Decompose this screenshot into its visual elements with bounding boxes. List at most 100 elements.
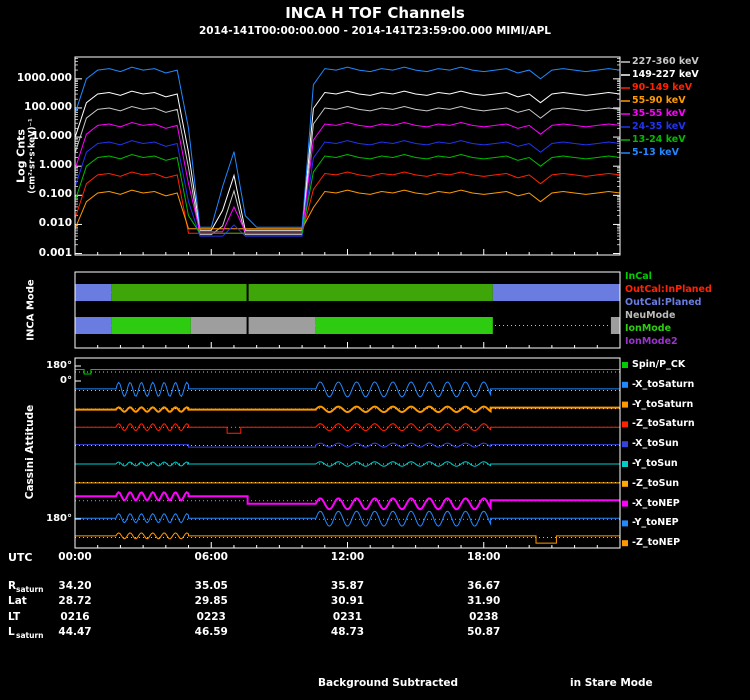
attitude-legend-label: -X_toNEP: [632, 497, 680, 509]
attitude-trace-XtoSun: [75, 442, 620, 448]
y-axis-label-mode: INCA Mode: [25, 279, 37, 341]
ephemeris-value: 0216: [60, 611, 90, 623]
mode-legend-label: IonMode2: [625, 336, 678, 347]
flux-y-tick-label: 1.000: [38, 159, 72, 172]
page-title: INCA H TOF Channels: [285, 4, 465, 22]
flux-y-tick-label: 0.010: [38, 217, 72, 230]
flux-y-tick-label: 10.000: [31, 130, 72, 143]
page-subtitle: 2014-141T00:00:00.000 - 2014-141T23:59:0…: [199, 25, 551, 37]
mode-legend-label: IonMode: [625, 323, 672, 334]
flux-legend-label: 227-360 keV: [632, 56, 699, 67]
flux-y-tick-label: 0.100: [38, 188, 72, 201]
attitude-legend-label: -X_toSaturn: [632, 378, 695, 390]
mode-legend-label: InCal: [625, 271, 652, 282]
mode-bar-OutCalPlaned: [75, 284, 112, 301]
ephemeris-value: 28.72: [58, 595, 92, 607]
ephemeris-row-label: LT: [8, 611, 21, 623]
y-axis-label-attitude: Cassini Attitude: [24, 404, 36, 500]
attitude-trace-YtoSaturn: [75, 405, 620, 414]
flux-y-tick-label: 1000.000: [16, 71, 72, 84]
flux-y-tick-label: 100.000: [24, 100, 72, 113]
mode-bar-InCal: [111, 284, 493, 301]
attitude-trace-YtoSun: [75, 461, 620, 467]
flux-series-5-13keV: [74, 66, 621, 228]
ephemeris-row-label: R: [8, 580, 17, 592]
flux-legend-label: 55-90 keV: [632, 95, 686, 106]
attitude-trace-ZtoSaturn: [75, 423, 620, 434]
attitude-legend-label: -Y_toSun: [632, 458, 678, 469]
flux-y-tick-label: 0.001: [38, 246, 72, 259]
attitude-legend-marker: [622, 401, 628, 408]
footer-stare-mode: in Stare Mode: [570, 677, 653, 689]
ephemeris-row-label: L: [8, 626, 15, 638]
ephemeris-row-sublabel: saturn: [16, 585, 44, 594]
ephemeris-row-label: Lat: [8, 595, 27, 607]
mode-bar-IonMode: [111, 317, 191, 334]
footer-background-subtracted: Background Subtracted: [317, 677, 459, 689]
flux-legend-label: 13-24 keV: [632, 134, 686, 145]
ephemeris-value: 0238: [469, 611, 499, 623]
x-tick-label: 18:00: [467, 551, 501, 563]
flux-legend-label: 90-149 keV: [632, 82, 693, 93]
attitude-legend-marker: [622, 461, 628, 467]
ephemeris-value: 35.87: [330, 580, 365, 592]
panel-border-1: [74, 271, 621, 349]
ephemeris-value: 36.67: [467, 580, 501, 592]
x-tick-label: 12:00: [330, 551, 365, 563]
flux-legend-label: 149-227 keV: [632, 69, 699, 80]
attitude-legend-label: Spin/P_CK: [632, 359, 686, 370]
attitude-legend-marker: [622, 520, 628, 527]
ephemeris-value: 48.73: [330, 626, 365, 638]
flux-series-149-227keV: [74, 90, 621, 231]
ephemeris-value: 35.05: [194, 580, 228, 592]
flux-series-35-55keV: [74, 121, 621, 233]
utc-axis-label: UTC: [8, 551, 33, 564]
attitude-legend-marker: [622, 540, 628, 547]
ephemeris-value: 31.90: [467, 595, 501, 607]
attitude-legend-label: -X_toSun: [632, 438, 679, 450]
attitude-legend-marker: [622, 381, 628, 388]
attitude-y-tick-label: 180°: [46, 360, 72, 371]
mode-bar-OutCalPlaned: [492, 284, 620, 301]
ephemeris-value: 0223: [196, 611, 226, 623]
flux-legend-label: 5-13 keV: [632, 147, 679, 158]
y-axis-label-text: Log Cnts: [14, 129, 28, 183]
attitude-legend-label: -Y_toNEP: [632, 517, 679, 529]
attitude-legend-marker: [622, 441, 628, 448]
ephemeris-value: 50.87: [467, 626, 501, 638]
panel-border-0: [74, 56, 621, 256]
attitude-legend-label: -Z_toSaturn: [632, 418, 695, 430]
flux-series-13-24keV: [74, 153, 621, 234]
ephemeris-value: 44.47: [58, 626, 92, 638]
attitude-legend-marker: [622, 362, 628, 368]
ephemeris-value: 46.59: [194, 626, 228, 638]
attitude-legend-marker: [622, 421, 628, 428]
panel-border-2: [74, 357, 621, 549]
x-tick-label: 00:00: [58, 551, 92, 563]
ephemeris-value: 34.20: [58, 580, 92, 592]
attitude-y-tick-label: 180°: [46, 513, 72, 524]
flux-series-24-35keV: [74, 140, 621, 237]
ephemeris-row-sublabel: saturn: [16, 631, 44, 640]
flux-series-227-360keV: [74, 105, 621, 236]
attitude-trace-XtoSaturn: [75, 381, 620, 398]
attitude-y-tick-label: 0°: [60, 375, 72, 386]
flux-legend-label: 24-35 keV: [632, 121, 686, 132]
flux-series-90-149keV: [74, 171, 621, 234]
flux-series-55-90keV: [74, 189, 621, 230]
attitude-legend-marker: [622, 500, 628, 507]
attitude-trace-XtoNEP: [75, 491, 620, 511]
attitude-legend-label: -Z_toSun: [632, 477, 680, 489]
ephemeris-value: 0231: [332, 611, 363, 623]
mode-legend-label: OutCal:Planed: [625, 297, 702, 308]
mode-legend-label: NeuMode: [625, 310, 676, 321]
mode-bar-NeuMode: [610, 317, 620, 334]
mode-legend-label: OutCal:InPlaned: [625, 284, 712, 295]
attitude-legend-label: -Y_toSaturn: [632, 398, 694, 410]
mode-bar-OutCalPlaned: [75, 317, 112, 334]
flux-legend-label: 35-55 keV: [632, 108, 686, 119]
attitude-trace-SpinPCK: [75, 369, 620, 375]
attitude-legend-label: -Z_toNEP: [632, 537, 681, 549]
